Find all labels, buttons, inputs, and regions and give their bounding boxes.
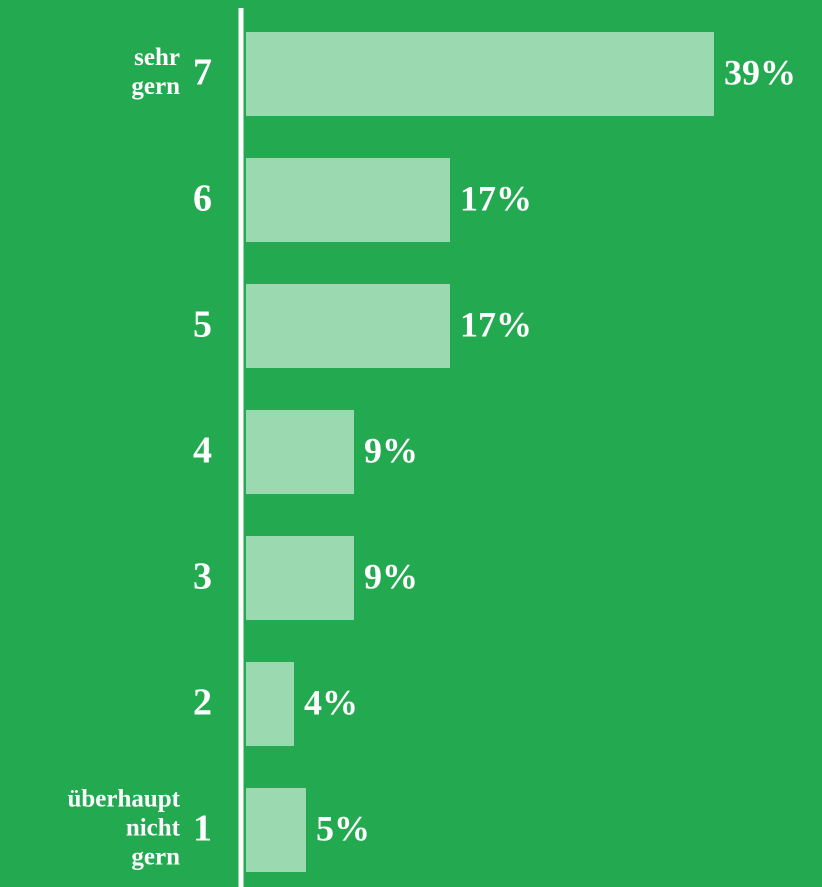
annotation: sehr (134, 44, 180, 71)
category-label: 7 (193, 52, 212, 94)
annotation: überhaupt (67, 786, 180, 813)
category-label: 1 (193, 808, 212, 850)
bar (246, 788, 306, 872)
annotation: gern (131, 73, 180, 100)
category-label: 6 (193, 178, 212, 220)
value-label: 39% (724, 52, 796, 92)
value-label: 9% (364, 556, 418, 596)
bar (246, 536, 354, 620)
value-label: 17% (460, 304, 532, 344)
value-label: 5% (316, 808, 370, 848)
category-label: 4 (193, 430, 212, 472)
value-label: 17% (460, 178, 532, 218)
value-label: 4% (304, 682, 358, 722)
bar (246, 32, 714, 116)
category-label: 2 (193, 682, 212, 724)
value-label: 9% (364, 430, 418, 470)
annotation: gern (131, 844, 180, 871)
bar (246, 284, 450, 368)
bar (246, 410, 354, 494)
bar (246, 158, 450, 242)
bar (246, 662, 294, 746)
category-label: 5 (193, 304, 212, 346)
category-label: 3 (193, 556, 212, 598)
annotation: nicht (126, 815, 181, 842)
